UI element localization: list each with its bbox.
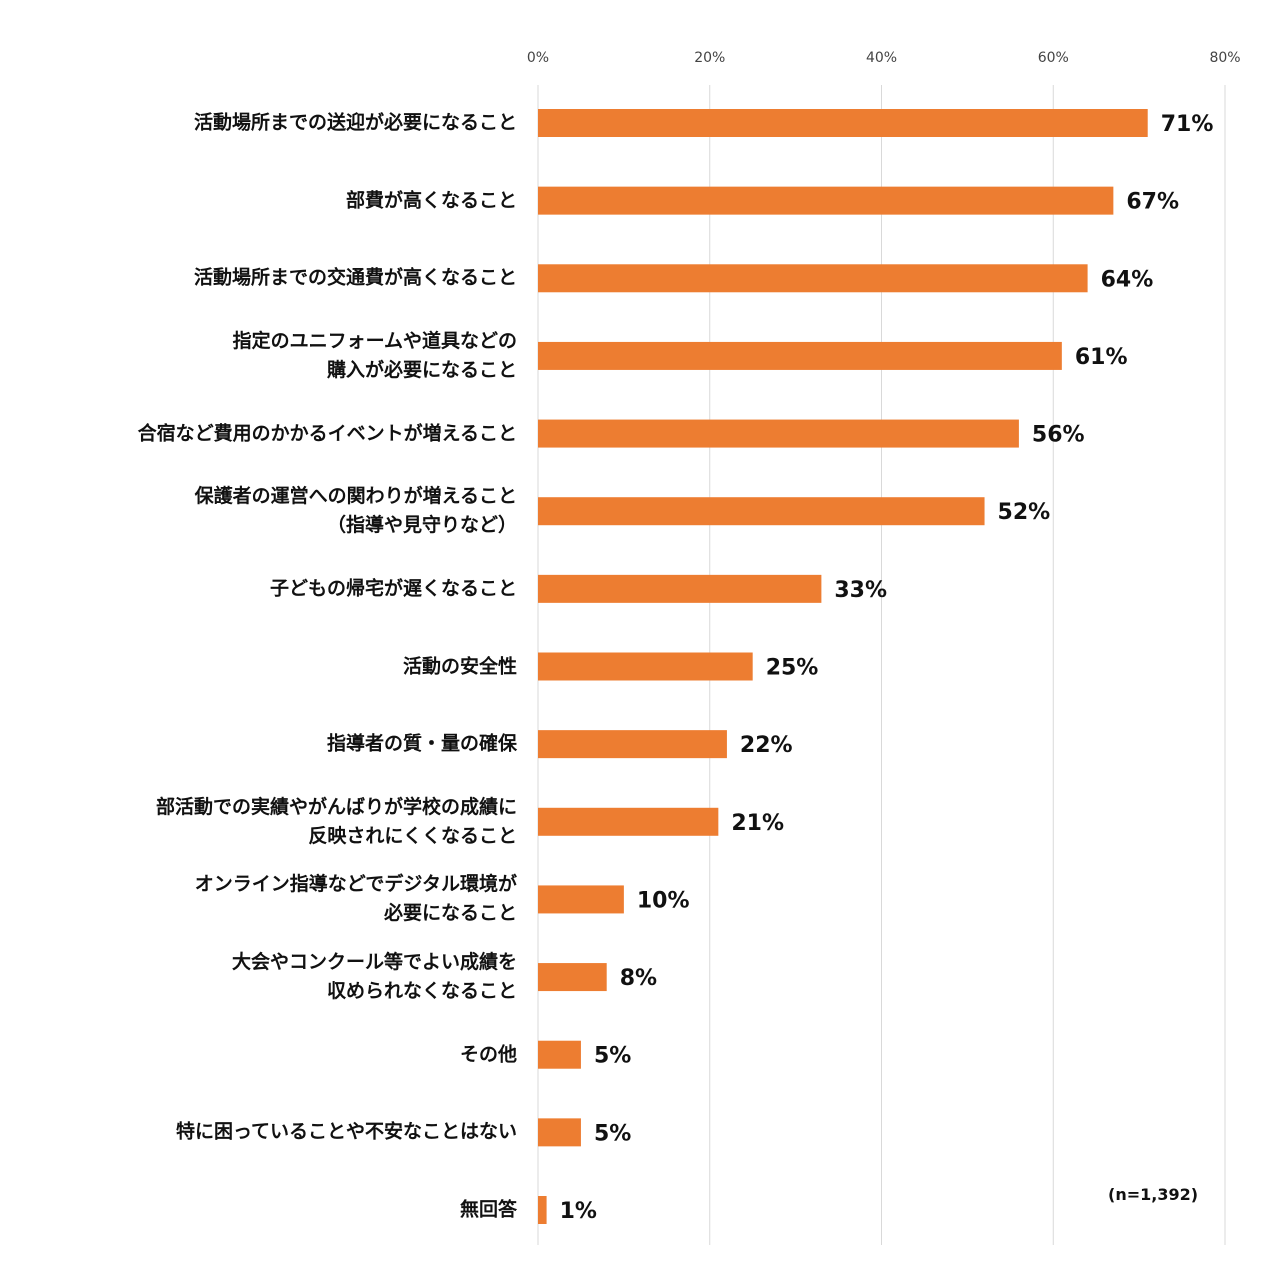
value-label: 64%	[1101, 267, 1154, 292]
category-label: 指定のユニフォームや道具などの 購入が必要になること	[232, 329, 517, 381]
bar	[538, 497, 985, 526]
value-label: 22%	[740, 733, 793, 758]
category-label: 無回答	[459, 1198, 517, 1221]
value-label: 33%	[834, 578, 887, 603]
category-label: 活動の安全性	[402, 655, 517, 677]
value-label: 1%	[560, 1199, 597, 1224]
x-tick-label: 80%	[1209, 50, 1240, 66]
category-label: 活動場所までの送迎が必要になること	[193, 111, 517, 134]
bar	[538, 109, 1148, 137]
value-label: 52%	[998, 500, 1051, 525]
category-label: 活動場所までの交通費が高くなること	[193, 266, 517, 289]
bar	[538, 186, 1114, 215]
bar	[538, 574, 822, 603]
bar	[538, 1118, 581, 1147]
value-label: 8%	[620, 966, 657, 991]
category-label: 指導者の質・量の確保	[326, 732, 517, 755]
bar	[538, 885, 624, 914]
category-label: 保護者の運営への関わりが増えること （指導や見守りなど）	[194, 485, 517, 537]
sample-note: (n=1,392)	[1108, 1185, 1199, 1204]
value-label: 10%	[637, 888, 690, 913]
category-label: 特に困っていることや不安なことはない	[175, 1120, 517, 1143]
category-label: 部費が高くなること	[345, 189, 517, 212]
category-label: 部活動での実績やがんばりが学校の成績に 反映されにくくなること	[155, 795, 517, 847]
bar	[538, 652, 753, 681]
x-tick-label: 60%	[1038, 50, 1069, 66]
x-tick-label: 40%	[866, 50, 897, 66]
value-label: 5%	[594, 1044, 631, 1069]
category-label: 大会やコンクール等でよい成績を 収められなくなること	[231, 951, 517, 1003]
category-label: 合宿など費用のかかるイベントが増えること	[137, 422, 517, 445]
value-label: 25%	[766, 656, 819, 681]
category-label: その他	[459, 1043, 517, 1066]
bar	[538, 341, 1062, 370]
bar	[538, 1196, 547, 1224]
x-tick-label: 0%	[527, 50, 549, 66]
category-label: 子どもの帰宅が遅くなること	[269, 577, 517, 600]
value-label: 21%	[731, 811, 784, 836]
bar	[538, 963, 607, 992]
value-label: 67%	[1126, 190, 1179, 215]
value-label: 5%	[594, 1121, 631, 1146]
bar	[538, 807, 719, 836]
category-label: オンライン指導などでデジタル環境が 必要になること	[194, 873, 517, 925]
bar	[538, 1040, 581, 1069]
value-label: 61%	[1075, 345, 1128, 370]
bar	[538, 419, 1019, 448]
bar	[538, 264, 1088, 293]
x-tick-label: 20%	[694, 50, 725, 66]
value-label: 71%	[1161, 112, 1214, 137]
bar	[538, 730, 727, 759]
value-label: 56%	[1032, 423, 1085, 448]
